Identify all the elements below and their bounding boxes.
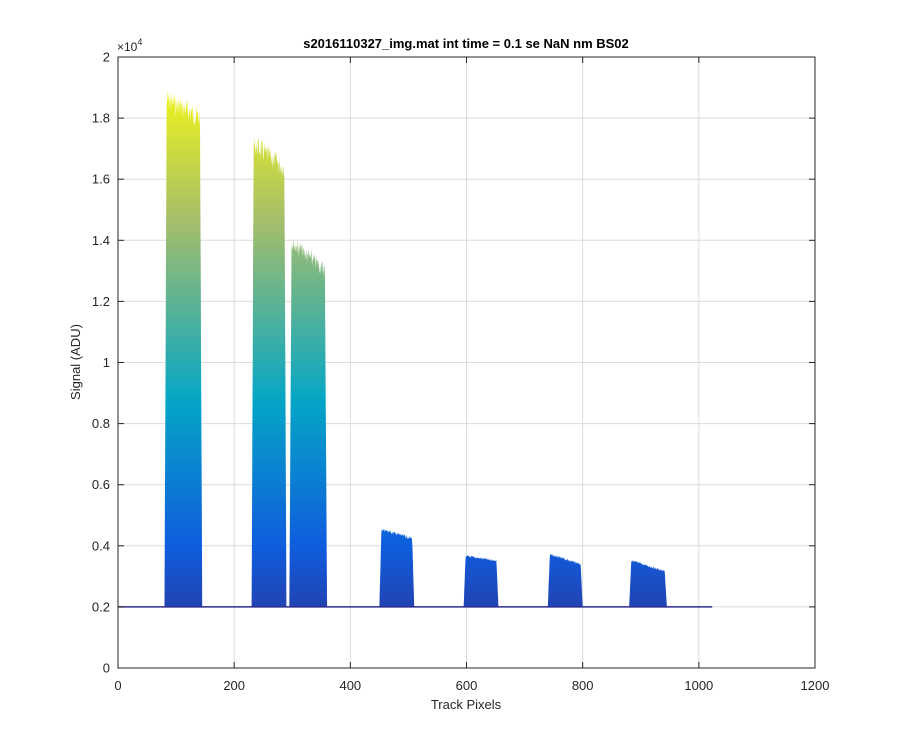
y-tick-label: 0.4 bbox=[92, 538, 110, 553]
y-axis-exponent: ×104 bbox=[117, 37, 142, 54]
y-tick-label: 1.4 bbox=[92, 233, 110, 248]
x-tick-label: 200 bbox=[223, 678, 245, 693]
y-tick-label: 0.6 bbox=[92, 477, 110, 492]
x-axis-label: Track Pixels bbox=[431, 697, 502, 712]
x-tick-label: 1200 bbox=[801, 678, 830, 693]
x-tick-label: 400 bbox=[339, 678, 361, 693]
signal-band-3 bbox=[289, 237, 328, 607]
y-tick-label: 0.2 bbox=[92, 599, 110, 614]
x-tick-label: 1000 bbox=[684, 678, 713, 693]
x-tick-label: 0 bbox=[114, 678, 121, 693]
y-tick-label: 0 bbox=[103, 661, 110, 676]
signal-band-1 bbox=[164, 90, 203, 607]
y-tick-label: 2 bbox=[103, 50, 110, 65]
chart-title: s2016110327_img.mat int time = 0.1 se Na… bbox=[303, 36, 629, 51]
signal-data bbox=[118, 90, 713, 608]
y-axis-label: Signal (ADU) bbox=[68, 324, 83, 400]
y-tick-label: 1.6 bbox=[92, 172, 110, 187]
tick-labels: 0 200 400 600 800 1000 1200 0 0.2 0.4 0.6 0.8 1 1.2 1.… bbox=[92, 50, 830, 694]
y-tick-label: 1.8 bbox=[92, 111, 110, 126]
signal-band-2 bbox=[251, 136, 287, 607]
x-tick-label: 800 bbox=[572, 678, 594, 693]
axes bbox=[117, 56, 816, 669]
y-tick-label: 0.8 bbox=[92, 416, 110, 431]
y-tick-label: 1 bbox=[103, 355, 110, 370]
signal-band-7 bbox=[629, 560, 667, 607]
signal-band-6 bbox=[547, 553, 583, 607]
y-tick-label: 1.2 bbox=[92, 294, 110, 309]
x-tick-label: 600 bbox=[456, 678, 478, 693]
signal-band-4 bbox=[379, 528, 415, 607]
signal-band-5 bbox=[463, 555, 499, 607]
